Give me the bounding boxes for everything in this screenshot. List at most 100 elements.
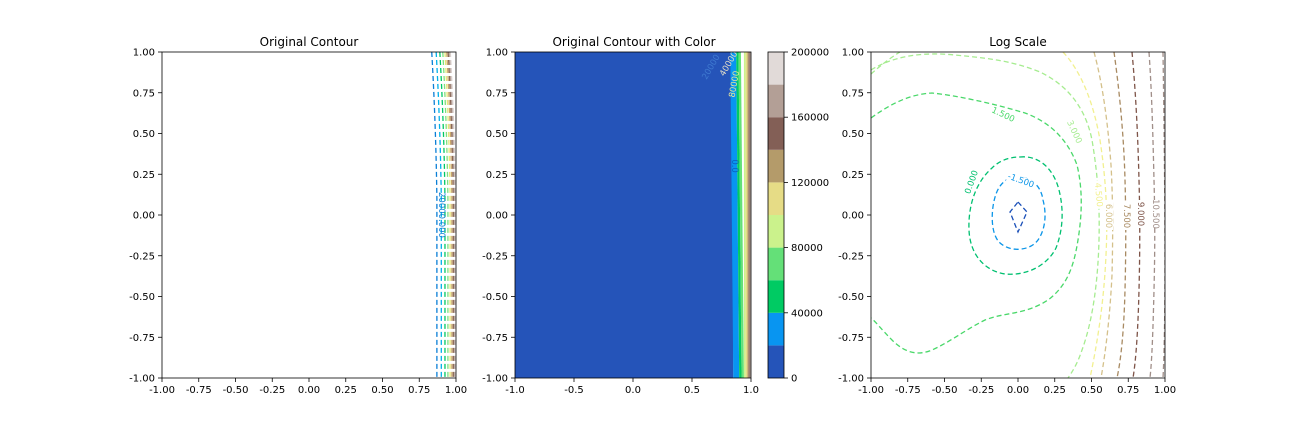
colorbar-tick-label: 40000 xyxy=(791,308,823,319)
x-tick-label: 0.75 xyxy=(408,385,430,396)
panel3-x-axis: -1.00 -0.75 -0.50 -0.25 0.00 0.25 0.50 0.75 1.00 xyxy=(858,378,1176,396)
contour-label-bg xyxy=(1150,200,1160,228)
y-tick-label: 1.00 xyxy=(133,48,155,59)
panel2-filled-bands xyxy=(515,52,751,378)
panel-original-contour: Original Contour 20000.000 -1.00 -0.75 -0.… xyxy=(129,35,467,396)
panel2-x-axis: -1.0 -0.5 0.0 0.5 1.0 xyxy=(505,378,759,396)
y-tick-label: 0.50 xyxy=(133,129,155,140)
y-tick-label: -0.50 xyxy=(129,292,155,303)
panel1-title: Original Contour xyxy=(260,35,359,49)
panel1-contour-labels: 20000.000 xyxy=(436,192,446,238)
colorbar-tick-label: 80000 xyxy=(791,243,823,254)
inline-contour-label: 0.0 xyxy=(729,159,739,173)
panel3-y-axis: -1.00 -0.75 -0.50 -0.25 0.00 0.25 0.50 0.75 1.00 xyxy=(838,48,871,385)
contour-level-1.5 xyxy=(871,92,1082,354)
x-tick-label: -1.00 xyxy=(149,385,175,396)
contour-level-3 xyxy=(871,53,1100,378)
contour-level-6 xyxy=(1093,52,1114,378)
x-tick-label: -0.75 xyxy=(186,385,212,396)
colorbar-swatch xyxy=(768,182,784,215)
colorbar-swatch xyxy=(768,215,784,248)
x-tick-label: 0.25 xyxy=(1044,385,1066,396)
filled-band xyxy=(749,52,751,378)
colorbar-swatch xyxy=(768,280,784,313)
contour-line-level-60000 xyxy=(439,52,446,378)
y-tick-label: -1.00 xyxy=(482,374,508,385)
y-tick-label: 0.25 xyxy=(133,170,155,181)
y-tick-label: -0.50 xyxy=(482,292,508,303)
x-tick-label: 0.5 xyxy=(684,385,700,396)
panel-original-contour-with-color: Original Contour with Color 0.0200004000… xyxy=(482,35,829,396)
x-tick-label: -0.25 xyxy=(259,385,285,396)
contour-label: -1.500 xyxy=(1006,172,1035,191)
contour-label-bg xyxy=(1005,171,1036,191)
filled-band xyxy=(747,52,749,378)
colorbar-tick-label: 200000 xyxy=(791,48,829,59)
contour-line-level-80000 xyxy=(442,52,449,378)
filled-band xyxy=(736,52,742,378)
x-tick-label: -0.25 xyxy=(968,385,994,396)
contour-label-bg xyxy=(1103,202,1113,230)
panel1-frame xyxy=(161,51,457,379)
filled-band xyxy=(515,52,734,378)
colorbar-swatch xyxy=(768,52,784,85)
x-tick-label: -1.00 xyxy=(858,385,884,396)
contour-line-level-40000 xyxy=(435,52,442,378)
contour-label-bg xyxy=(962,167,982,198)
filled-band xyxy=(748,52,750,378)
contour-label: 3.000 xyxy=(1064,119,1083,145)
contour-line-level-100000 xyxy=(444,52,451,378)
panel3-title: Log Scale xyxy=(989,35,1047,49)
inline-contour-label: 80000 xyxy=(728,70,743,98)
colorbar-tick-label: 0 xyxy=(791,374,797,385)
y-tick-label: -0.75 xyxy=(482,333,508,344)
y-tick-label: 0.50 xyxy=(842,129,864,140)
contour-level-4.5 xyxy=(1062,52,1108,378)
x-tick-label: -1.0 xyxy=(505,385,525,396)
x-tick-label: 1.00 xyxy=(1154,385,1176,396)
contour-label-bg xyxy=(1121,202,1131,230)
colorbar-tick-label: 160000 xyxy=(791,113,829,124)
y-tick-label: -0.25 xyxy=(838,251,864,262)
filled-band xyxy=(743,52,746,378)
panel1-y-axis: -1.00 -0.75 -0.50 -0.25 0.00 0.25 0.50 0.75 1.00 xyxy=(129,48,162,385)
y-tick-label: -1.00 xyxy=(838,374,864,385)
panel1-contour-lines xyxy=(431,52,456,378)
y-tick-label: 0.50 xyxy=(486,129,508,140)
contour-line-level-140000 xyxy=(447,52,455,378)
filled-band xyxy=(745,52,748,378)
colorbar-swatch xyxy=(768,312,784,346)
filled-band xyxy=(730,52,740,378)
y-tick-label: 0.75 xyxy=(133,88,155,99)
x-tick-label: -0.75 xyxy=(895,385,921,396)
y-tick-label: 0.75 xyxy=(486,88,508,99)
x-tick-label: 0.25 xyxy=(335,385,357,396)
contour-label-bg xyxy=(1063,117,1085,147)
colorbar-swatch xyxy=(768,345,784,378)
x-tick-label: -0.50 xyxy=(223,385,249,396)
colorbar-tick-label: 120000 xyxy=(791,178,829,189)
contour-label: 4.500 xyxy=(1092,182,1104,207)
contour-label: 1.500 xyxy=(990,106,1016,125)
y-tick-label: 0.25 xyxy=(486,170,508,181)
contour-level-minus-1.5 xyxy=(991,176,1046,250)
panel-log-scale: Log Scale -1.500 0.000 1.500 3.000 4.5006.00… xyxy=(838,35,1176,396)
x-tick-label: 0.75 xyxy=(1117,385,1139,396)
contour-line-level-180000 xyxy=(449,52,456,378)
panel3-contour-lines xyxy=(871,52,1165,378)
panel3-frame xyxy=(870,51,1166,379)
x-tick-label: 1.0 xyxy=(743,385,759,396)
x-tick-label: -0.50 xyxy=(932,385,958,396)
panel2-title: Original Contour with Color xyxy=(552,35,715,49)
y-tick-label: 0.75 xyxy=(842,88,864,99)
panel2-y-axis: -1.00 -0.75 -0.50 -0.25 0.00 0.25 0.50 0.75 1.00 xyxy=(482,48,515,385)
y-tick-label: 0.25 xyxy=(842,170,864,181)
contour-label-bg xyxy=(1135,200,1145,228)
colorbar-swatch xyxy=(768,149,784,183)
y-tick-label: -0.25 xyxy=(129,251,155,262)
contour-line-level-20000 xyxy=(431,52,438,378)
panel1-x-axis: -1.00 -0.75 -0.50 -0.25 0.00 0.25 0.50 0.75 1.00 xyxy=(149,378,467,396)
y-tick-label: -0.75 xyxy=(129,333,155,344)
colorbar-swatch xyxy=(768,247,784,281)
